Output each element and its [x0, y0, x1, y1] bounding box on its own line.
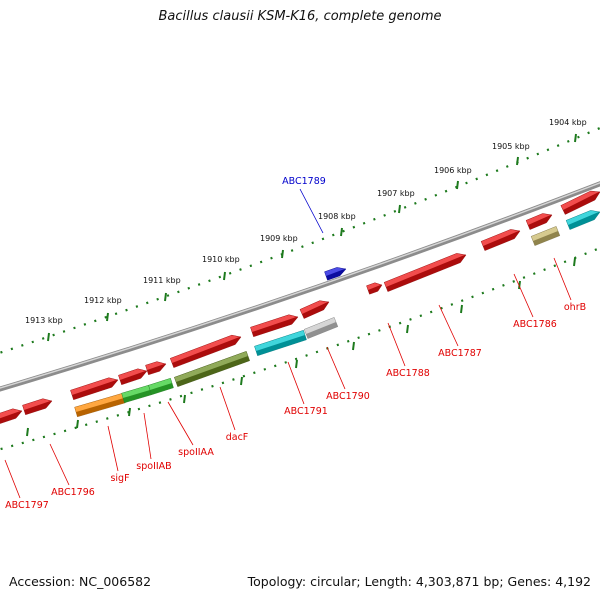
kbp-label: 1911 kbp — [143, 276, 181, 285]
gene-feature-unlabeled[interactable] — [525, 213, 553, 230]
leader-line — [326, 346, 346, 390]
kbp-major-tick — [281, 249, 284, 259]
gene-feature-unlabeled[interactable] — [169, 334, 242, 368]
gene-dacf[interactable] — [174, 351, 250, 387]
kbp-label: 1908 kbp — [318, 212, 356, 221]
gene-spoiiab[interactable] — [121, 384, 152, 404]
gene-label-spoiiaa[interactable]: spoIIAA — [178, 447, 214, 458]
kbp-major-tick — [106, 312, 109, 322]
inner-scale-track — [0, 246, 600, 451]
gene-abc1796[interactable] — [22, 398, 53, 416]
kbp-major-tick — [398, 204, 401, 214]
leader-line — [287, 361, 305, 405]
inner-major-tick — [128, 407, 131, 417]
inner-major-tick — [295, 359, 298, 369]
gene-label-abc1796[interactable]: ABC1796 — [51, 487, 95, 498]
gene-label-abc1790[interactable]: ABC1790 — [326, 391, 370, 402]
kbp-label: 1906 kbp — [434, 166, 472, 175]
gene-label-abc1791[interactable]: ABC1791 — [284, 406, 328, 417]
gene-feature-unlabeled[interactable] — [299, 300, 330, 319]
gene-feature-unlabeled[interactable] — [145, 361, 167, 376]
genome-title: Bacillus clausii KSM-K16, complete genom… — [158, 9, 442, 24]
leader-line — [107, 425, 119, 472]
inner-major-tick — [518, 280, 521, 290]
leader-line — [299, 188, 324, 234]
leader-line — [387, 322, 406, 367]
inner-major-tick — [352, 341, 355, 351]
gene-label-abc1789[interactable]: ABC1789 — [282, 176, 326, 187]
inner-major-tick — [573, 257, 576, 267]
kbp-major-tick — [164, 292, 167, 302]
gene-abc1790[interactable] — [303, 317, 339, 339]
gene-spoiiaa[interactable] — [148, 377, 174, 396]
genome-backbone-highlight — [0, 182, 600, 389]
kbp-label: 1907 kbp — [377, 189, 415, 198]
inner-major-tick — [240, 376, 243, 386]
inner-major-tick — [26, 427, 29, 437]
leader-line — [167, 401, 194, 446]
kbp-label: 1910 kbp — [202, 255, 240, 264]
gene-label-abc1786[interactable]: ABC1786 — [513, 319, 557, 330]
leader-line — [49, 443, 70, 486]
kbp-major-tick — [47, 332, 50, 342]
gene-feature-unlabeled[interactable] — [250, 314, 299, 338]
gene-abc1791[interactable] — [254, 329, 307, 357]
kbp-labels: 1904 kbp 1905 kbp 1906 kbp 1907 kbp 1908 kbp… — [25, 118, 587, 325]
gene-feature-unlabeled[interactable] — [70, 377, 119, 401]
gene-abc1786[interactable] — [480, 229, 521, 251]
kbp-major-tick — [456, 180, 459, 190]
gene-ohrb[interactable] — [530, 226, 561, 246]
gene-label-abc1787[interactable]: ABC1787 — [438, 348, 482, 359]
gene-feature-unlabeled[interactable] — [118, 368, 148, 385]
accession-text: Accession: NC_006582 — [9, 574, 152, 589]
gene-abc1789[interactable] — [324, 267, 347, 281]
kbp-label: 1909 kbp — [260, 234, 298, 243]
kbp-label: 1913 kbp — [25, 316, 63, 325]
gene-abc1787[interactable] — [383, 253, 467, 292]
leader-line — [4, 459, 21, 499]
kbp-label: 1904 kbp — [549, 118, 587, 127]
kbp-label: 1905 kbp — [492, 142, 530, 151]
inner-major-tick — [183, 394, 186, 404]
inner-major-tick — [76, 419, 79, 429]
gene-abc1788[interactable] — [366, 282, 383, 295]
inner-major-tick — [406, 324, 409, 334]
gene-feature-unlabeled[interactable] — [560, 190, 600, 215]
leader-line — [553, 257, 572, 301]
gene-abc1797[interactable] — [0, 408, 23, 425]
kbp-major-tick — [340, 227, 343, 237]
leader-line — [219, 386, 236, 431]
gene-label-abc1797[interactable]: ABC1797 — [5, 500, 49, 511]
outer-scale-track — [0, 126, 600, 354]
gene-features — [0, 190, 600, 425]
leader-line — [143, 412, 152, 460]
gene-label-sigf[interactable]: sigF — [110, 473, 129, 484]
genome-backbone — [0, 181, 600, 392]
kbp-major-tick — [516, 156, 519, 166]
gene-feature-unlabeled[interactable] — [565, 210, 600, 230]
gene-label-dacf[interactable]: dacF — [226, 432, 249, 443]
genome-summary-text: Topology: circular; Length: 4,303,871 bp… — [247, 574, 591, 589]
gene-label-spoiiab[interactable]: spoIIAB — [136, 461, 171, 472]
gene-label-ohrb[interactable]: ohrB — [564, 302, 586, 313]
leader-line — [438, 304, 459, 347]
scale-major-ticks — [26, 133, 577, 437]
kbp-major-tick — [223, 271, 226, 281]
leader-line — [513, 273, 534, 318]
kbp-major-tick — [574, 133, 577, 143]
kbp-label: 1912 kbp — [84, 296, 122, 305]
gene-label-abc1788[interactable]: ABC1788 — [386, 368, 430, 379]
inner-major-tick — [460, 304, 463, 314]
